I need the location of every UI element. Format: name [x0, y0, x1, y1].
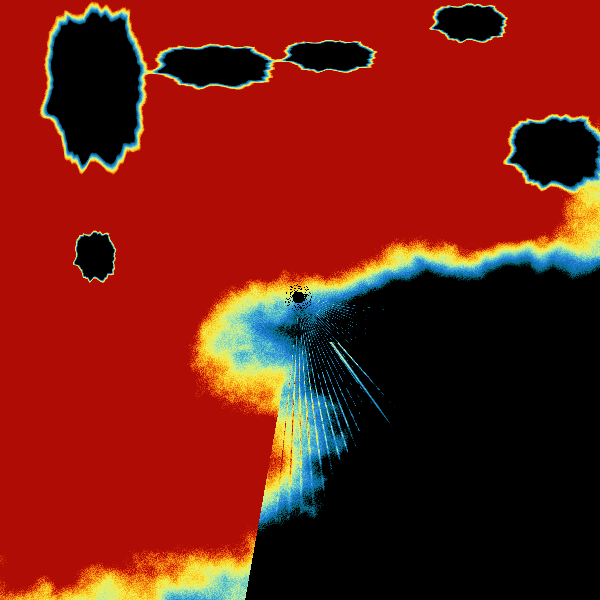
radar-reflectivity-canvas[interactable]: [0, 0, 600, 600]
radar-display: [0, 0, 600, 600]
